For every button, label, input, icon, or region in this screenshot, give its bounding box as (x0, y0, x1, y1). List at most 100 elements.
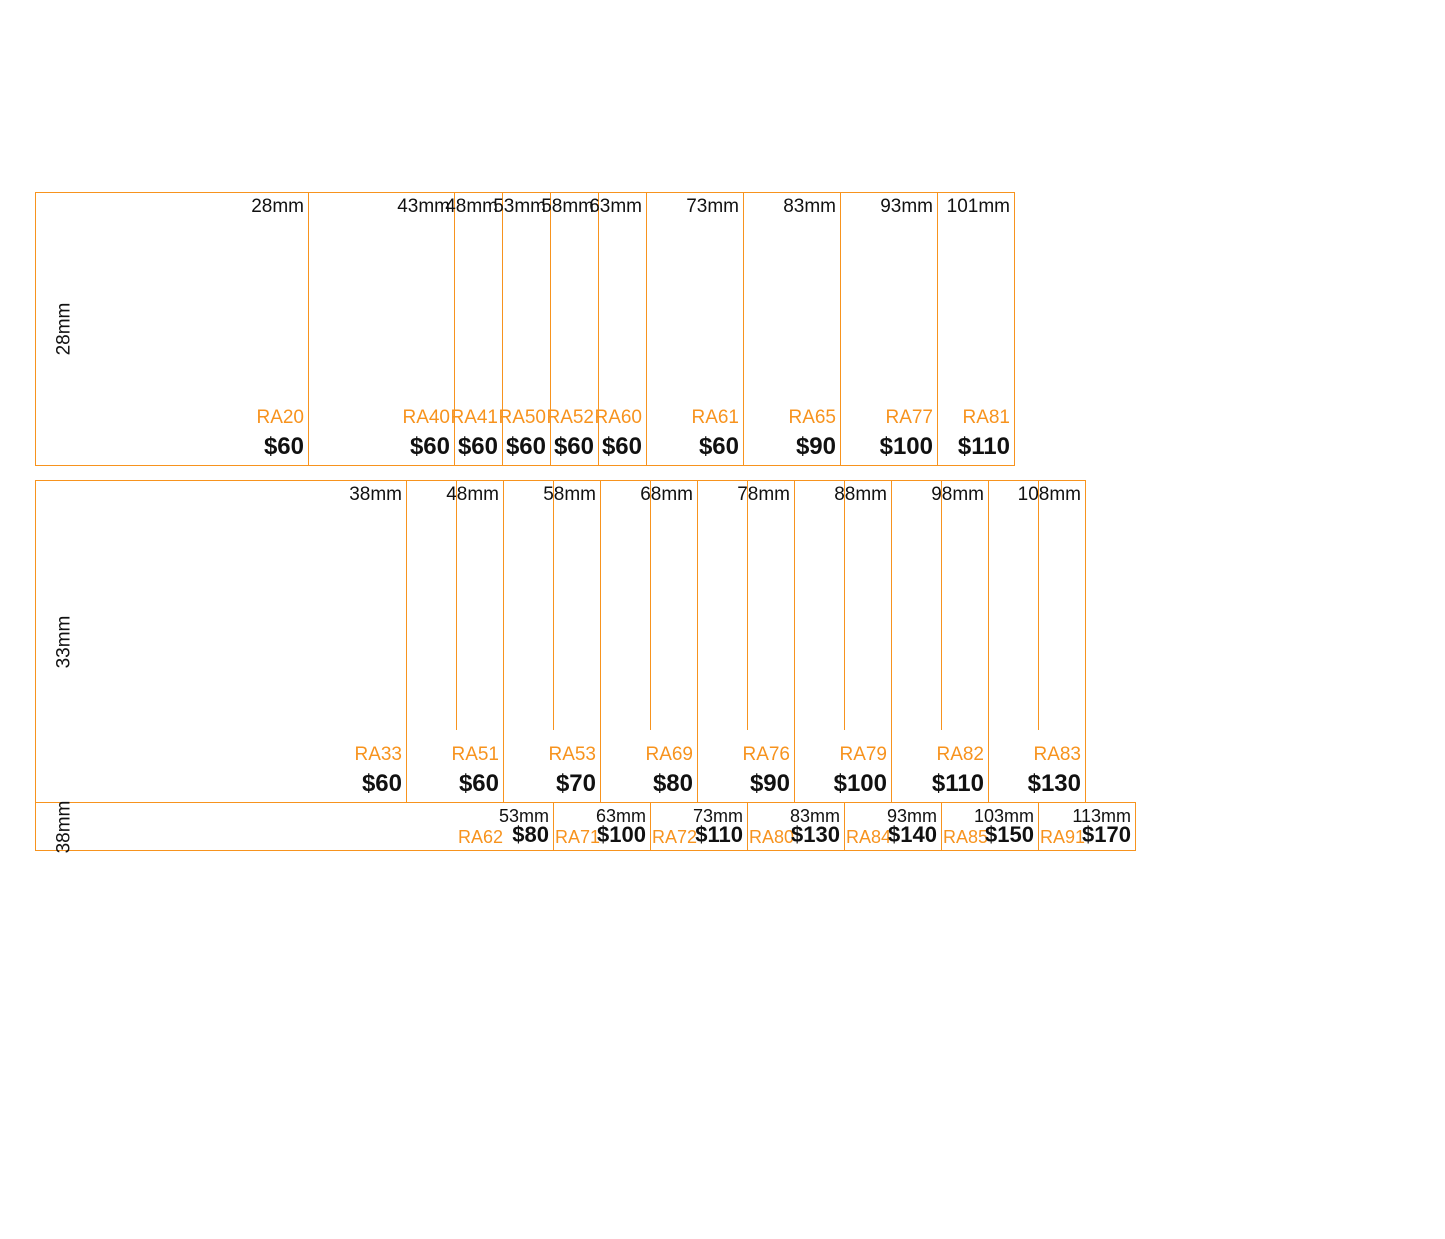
mm-label: 63mm (589, 196, 642, 218)
cell-ra61: 73mm RA61 $60 (646, 192, 744, 466)
mm-label: 53mm (493, 196, 546, 218)
cell-ra50: 53mmRA50$60 (502, 192, 551, 466)
product-price: $60 (554, 433, 594, 461)
product-price: $60 (699, 433, 739, 461)
product-code: RA84 (846, 827, 891, 848)
mm-label: 68mm (640, 484, 693, 506)
product-price: $60 (458, 433, 498, 461)
product-code: RA83 (1033, 744, 1081, 766)
size-price-diagram: 28mm28mmRA20$6043mmRA40$6048mmRA41$6053m… (35, 192, 1136, 851)
cell-ra40: 43mmRA40$60 (308, 192, 455, 466)
product-code: RA71 (555, 827, 600, 848)
row-3: 53mm38mmRA62$8063mmRA71$10073mmRA72$1108… (35, 802, 1136, 851)
cell-ra41: 48mmRA41$60 (454, 192, 503, 466)
cell-ra76: 78mmRA76$90 (697, 480, 795, 803)
product-price: $60 (459, 770, 499, 798)
product-code: RA69 (645, 744, 693, 766)
product-code: RA41 (450, 407, 498, 429)
cell-ra33: 38mm 33mm RA33 $60 (35, 480, 407, 803)
product-code: RA52 (546, 407, 594, 429)
cell-ra53: 58mm RA53 $70 (503, 480, 601, 803)
mm-label: 88mm (834, 484, 887, 506)
product-price: $170 (1082, 822, 1131, 848)
product-price: $70 (556, 770, 596, 798)
product-price: $90 (750, 770, 790, 798)
product-price: $60 (362, 770, 402, 798)
cell-ra20: 28mm28mmRA20$60 (35, 192, 309, 466)
mm-label: 108mm (1018, 484, 1081, 506)
tick-mark (650, 481, 651, 730)
product-code: RA82 (936, 744, 984, 766)
product-code: RA72 (652, 827, 697, 848)
row-height-label: 28mm (53, 303, 75, 356)
product-code: RA85 (943, 827, 988, 848)
product-code: RA65 (788, 407, 836, 429)
product-code: RA51 (451, 744, 499, 766)
cell-ra77: 93mm RA77 $100 (840, 192, 938, 466)
product-code: RA91 (1040, 827, 1085, 848)
product-price: $100 (834, 770, 887, 798)
cell-ra80: 83mmRA80$130 (747, 802, 845, 851)
product-price: $100 (880, 433, 933, 461)
product-price: $80 (512, 822, 549, 848)
product-price: $110 (695, 822, 743, 848)
cell-ra51: 48mmRA51$60 (406, 480, 504, 803)
tick-mark (844, 481, 845, 730)
cell-ra79: 88mm RA79 $100 (794, 480, 892, 803)
mm-label: 101mm (947, 196, 1010, 218)
product-code: RA61 (691, 407, 739, 429)
cell-ra52: 58mmRA52$60 (550, 192, 599, 466)
product-price: $60 (264, 433, 304, 461)
tick-mark (456, 481, 457, 730)
product-code: RA79 (839, 744, 887, 766)
mm-label: 83mm (783, 196, 836, 218)
product-price: $110 (958, 433, 1010, 461)
product-code: RA76 (742, 744, 790, 766)
product-price: $60 (602, 433, 642, 461)
product-code: RA60 (594, 407, 642, 429)
cell-ra71: 63mmRA71$100 (553, 802, 651, 851)
mm-label: 98mm (931, 484, 984, 506)
mm-label: 58mm (543, 484, 596, 506)
cell-ra81: 101mm RA81 $110 (937, 192, 1015, 466)
row-height-label: 38mm (53, 800, 75, 853)
row-1: 28mm28mmRA20$6043mmRA40$6048mmRA41$6053m… (35, 192, 1136, 466)
tick-mark (941, 481, 942, 730)
tick-mark (553, 481, 554, 730)
cell-ra60: 63mmRA60$60 (598, 192, 647, 466)
product-code: RA20 (256, 407, 304, 429)
mm-label: 48mm (445, 196, 498, 218)
product-price: $110 (932, 770, 984, 798)
tick-mark (1038, 481, 1039, 730)
product-code: RA77 (885, 407, 933, 429)
product-code: RA33 (354, 744, 402, 766)
cell-ra65: 83mm RA65 $90 (743, 192, 841, 466)
product-price: $140 (888, 822, 937, 848)
product-price: $60 (506, 433, 546, 461)
cell-ra91: 113mmRA91$170 (1038, 802, 1136, 851)
product-code: RA50 (498, 407, 546, 429)
product-code: RA62 (458, 827, 503, 848)
product-price: $60 (410, 433, 450, 461)
product-code: RA53 (548, 744, 596, 766)
product-code: RA40 (402, 407, 450, 429)
product-price: $130 (1028, 770, 1081, 798)
row-height-label: 33mm (53, 615, 75, 668)
product-price: $90 (796, 433, 836, 461)
mm-label: 73mm (686, 196, 739, 218)
cell-ra84: 93mmRA84$140 (844, 802, 942, 851)
cell-ra82: 98mm RA82 $110 (891, 480, 989, 803)
product-price: $130 (791, 822, 840, 848)
product-code: RA81 (962, 407, 1010, 429)
mm-label: 58mm (541, 196, 594, 218)
cell-ra83: 108mm RA83 $130 (988, 480, 1086, 803)
product-price: $150 (985, 822, 1034, 848)
mm-label: 38mm (349, 484, 402, 506)
cell-ra69: 68mm RA69 $80 (600, 480, 698, 803)
row-2: 38mm33mmRA33$6048mmRA51$6058mmRA53$7068m… (35, 480, 1136, 803)
product-price: $100 (597, 822, 646, 848)
mm-label: 93mm (880, 196, 933, 218)
tick-mark (747, 481, 748, 730)
product-price: $80 (653, 770, 693, 798)
cell-ra62: 53mm38mmRA62$80 (35, 802, 554, 851)
